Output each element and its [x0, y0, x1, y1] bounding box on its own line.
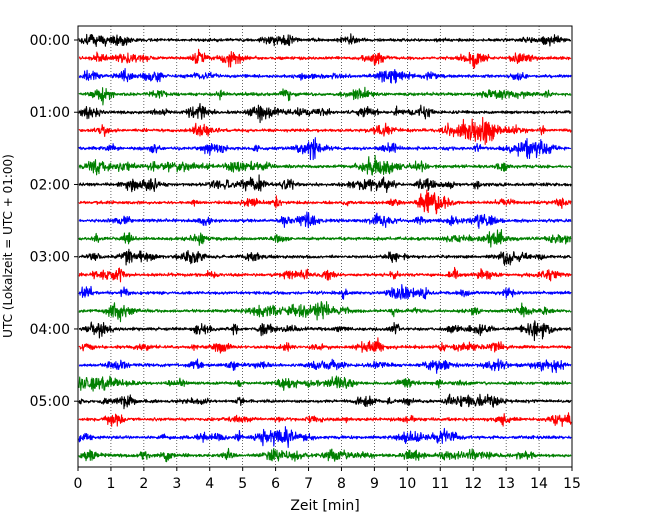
- seismic-trace-0130: [78, 137, 572, 161]
- seismic-trace-0115: [78, 116, 572, 145]
- x-tick-label: 14: [530, 476, 548, 492]
- seismic-trace-0030: [78, 67, 572, 84]
- plot-frame: [77, 25, 573, 468]
- seismic-trace-0530: [78, 426, 572, 448]
- seismic-trace-0515: [78, 412, 572, 427]
- x-axis-ticks: 0 1 2 3 4 5 6 7 8 9 10 11 12 13 14 15: [74, 467, 581, 492]
- x-tick-label: 12: [464, 476, 482, 492]
- x-tick-label: 9: [370, 476, 379, 492]
- traces: [78, 33, 572, 463]
- x-tick-label: 0: [74, 476, 83, 492]
- seismic-trace-0300: [78, 248, 572, 266]
- x-tick-label: 10: [398, 476, 416, 492]
- seismic-trace-0315: [78, 266, 572, 283]
- x-tick-label: 4: [205, 476, 214, 492]
- y-tick-label: 04:00: [30, 322, 70, 338]
- seismic-trace-0400: [78, 320, 572, 342]
- x-tick-label: 2: [139, 476, 148, 492]
- seismic-trace-0430: [78, 358, 572, 374]
- x-tick-label: 11: [431, 476, 449, 492]
- seismic-trace-0500: [78, 393, 572, 410]
- x-tick-label: 8: [337, 476, 346, 492]
- seismic-trace-0415: [78, 337, 572, 354]
- seismic-trace-0015: [78, 48, 572, 69]
- seismic-trace-0215: [78, 189, 572, 215]
- seismic-trace-0330: [78, 284, 572, 300]
- seismic-trace-0345: [78, 300, 572, 323]
- seismic-trace-0245: [78, 229, 572, 248]
- x-axis-label: Zeit [min]: [290, 498, 359, 514]
- x-tick-label: 1: [106, 476, 115, 492]
- seismic-trace-0000: [78, 33, 572, 48]
- y-axis-ticks: 00:00 01:00 02:00 03:00 04:00 05:00: [30, 33, 78, 410]
- y-tick-label: 03:00: [30, 250, 70, 266]
- seismic-trace-0445: [78, 375, 572, 392]
- seismic-trace-0200: [78, 174, 572, 194]
- seismic-trace-0145: [78, 154, 572, 176]
- x-tick-label: 5: [238, 476, 247, 492]
- seismic-trace-0230: [78, 211, 572, 229]
- seismic-trace-0045: [78, 86, 572, 106]
- x-tick-label: 6: [271, 476, 280, 492]
- x-tick-label: 15: [563, 476, 581, 492]
- x-tick-label: 13: [497, 476, 515, 492]
- y-tick-label: 02:00: [30, 177, 70, 193]
- seismic-trace-0100: [78, 103, 572, 124]
- y-tick-label: 05:00: [30, 394, 70, 410]
- y-tick-label: 00:00: [30, 33, 70, 49]
- y-tick-label: 01:00: [30, 105, 70, 121]
- x-tick-label: 3: [172, 476, 181, 492]
- x-tick-label: 7: [304, 476, 313, 492]
- seismic-trace-0545: [78, 447, 572, 463]
- y-axis-label: UTC (Lokalzeit = UTC + 01:00): [1, 154, 15, 338]
